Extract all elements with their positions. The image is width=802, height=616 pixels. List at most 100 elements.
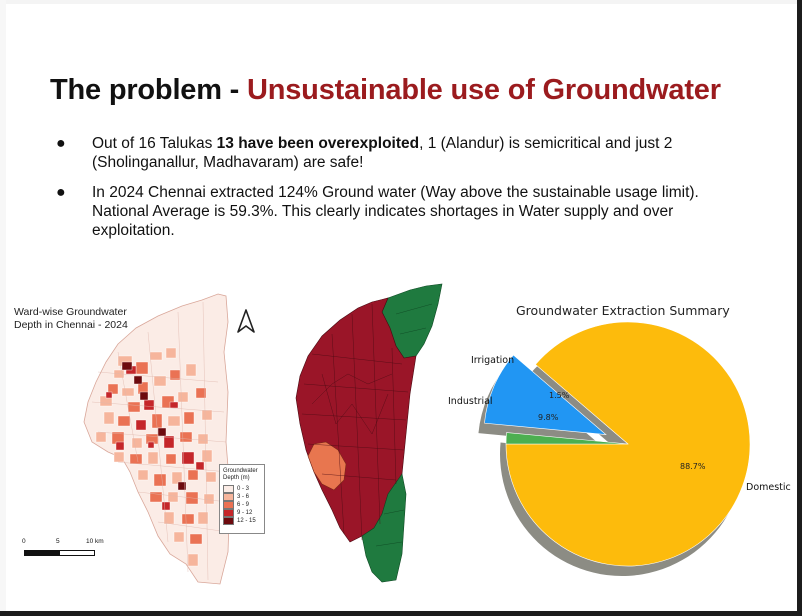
legend-label: 6 - 9	[237, 502, 250, 508]
bullet-list: ● Out of 16 Talukas 13 have been overexp…	[54, 134, 744, 251]
ward-patch	[105, 391, 113, 399]
ward-patch	[147, 451, 159, 465]
taluka-status-map	[295, 283, 443, 583]
ward-patch	[137, 469, 149, 481]
ward-patch	[205, 471, 217, 483]
title-prefix: The problem -	[50, 74, 247, 106]
legend-label: 3 - 6	[237, 494, 250, 500]
ward-patch	[169, 401, 179, 409]
ward-patch	[201, 409, 213, 421]
legend-label: 0 - 3	[237, 486, 250, 492]
pie-label-irrigation: Irrigation	[471, 355, 515, 366]
pie-pct-irrigation: 1.5%	[549, 391, 570, 400]
slide: The problem - Unsustainable use of Groun…	[6, 4, 797, 611]
ward-patch	[153, 473, 167, 487]
ward-patch	[113, 451, 125, 463]
ward-patch	[179, 431, 193, 443]
ward-patch	[195, 461, 205, 471]
map-region-safe-south	[361, 473, 407, 583]
pie-slice-irrigation	[505, 432, 629, 445]
legend-label: 9 - 12	[237, 510, 253, 516]
bullet-item: ● Out of 16 Talukas 13 have been overexp…	[54, 134, 744, 172]
ward-patch	[167, 415, 181, 427]
ward-patch	[139, 391, 149, 401]
ward-patch	[183, 411, 195, 425]
bullet-item: ● In 2024 Chennai extracted 124% Ground …	[54, 183, 744, 240]
bullet-dot-icon: ●	[56, 184, 66, 201]
ward-patch	[149, 351, 163, 361]
scale-label-10: 10 km	[86, 538, 104, 545]
ward-patch	[161, 501, 171, 511]
scale-label-0: 0	[22, 538, 26, 545]
pie-pct-industrial: 9.8%	[538, 413, 559, 422]
legend-row: 0 - 3	[223, 485, 261, 493]
ward-patch	[181, 451, 195, 465]
ward-patch	[147, 441, 155, 449]
legend-swatch	[223, 485, 234, 493]
scale-segment-dark	[24, 550, 60, 556]
pie-label-industrial: Industrial	[448, 396, 493, 407]
window-top-edge	[0, 0, 802, 4]
bullet-text: Out of 16 Talukas	[92, 135, 217, 152]
window-right-edge	[797, 0, 802, 616]
bullet-dot-icon: ●	[56, 135, 66, 152]
ward-patch	[185, 363, 197, 377]
ward-patch	[177, 391, 189, 403]
ward-patch	[201, 449, 213, 463]
ward-patch	[115, 441, 125, 451]
ward-patch	[171, 471, 183, 485]
window-left-edge	[0, 0, 6, 616]
window-bottom-edge	[0, 611, 802, 616]
pie-slice-industrial	[484, 354, 607, 435]
ward-patch	[127, 401, 141, 413]
legend-swatch	[223, 517, 234, 525]
ward-patch	[131, 437, 143, 449]
ward-patch	[121, 387, 135, 397]
legend-row: 3 - 6	[223, 493, 261, 501]
ward-patch	[129, 453, 143, 465]
legend-title: Groundwater Depth (m)	[223, 468, 258, 481]
ward-patch	[197, 511, 209, 525]
ward-patch	[143, 399, 155, 411]
ward-patch	[135, 361, 149, 375]
north-arrow-icon	[237, 309, 255, 333]
pie-pct-domestic: 88.7%	[680, 462, 706, 471]
map-region-semicritical	[307, 441, 347, 491]
ward-patch	[197, 433, 209, 445]
ward-patch	[187, 553, 199, 567]
legend-swatch	[223, 509, 234, 517]
ward-patch	[135, 419, 147, 431]
chart-title: Groundwater Extraction Summary	[516, 303, 730, 318]
pie-chart	[478, 321, 751, 576]
legend-swatch	[223, 501, 234, 509]
legend-row: 12 - 15	[223, 517, 261, 525]
ward-patch	[187, 469, 199, 481]
ward-patch	[163, 511, 175, 525]
ward-map-title-line1: Ward-wise Groundwater	[14, 306, 127, 318]
ward-patch	[103, 411, 115, 425]
ward-map	[83, 293, 231, 585]
scale-segment-light	[59, 550, 95, 556]
ward-patch	[157, 427, 167, 437]
ward-patch	[149, 491, 163, 503]
ward-map-title-line2: Depth in Chennai - 2024	[14, 319, 128, 331]
bullet-text: In 2024 Chennai extracted 124% Ground wa…	[92, 184, 699, 239]
ward-patch	[121, 361, 133, 371]
ward-patch	[203, 493, 215, 505]
ward-patch	[177, 481, 187, 491]
ward-patch	[189, 533, 203, 545]
ward-patch	[153, 375, 167, 387]
ward-patch	[181, 513, 195, 525]
ward-map-title: Ward-wise Groundwater Depth in Chennai -…	[14, 306, 154, 332]
ward-patch	[107, 383, 119, 395]
bullet-bold-text: 13 have been overexploited	[216, 135, 420, 152]
scale-label-5: 5	[56, 538, 60, 545]
pie-label-domestic: Domestic	[746, 482, 791, 493]
ward-patch	[95, 431, 107, 443]
ward-patch	[167, 491, 179, 503]
legend-row: 9 - 12	[223, 509, 261, 517]
ward-patch	[117, 415, 131, 427]
ward-patch	[195, 387, 207, 399]
ward-patch	[165, 347, 177, 359]
legend-label: 12 - 15	[237, 518, 256, 524]
